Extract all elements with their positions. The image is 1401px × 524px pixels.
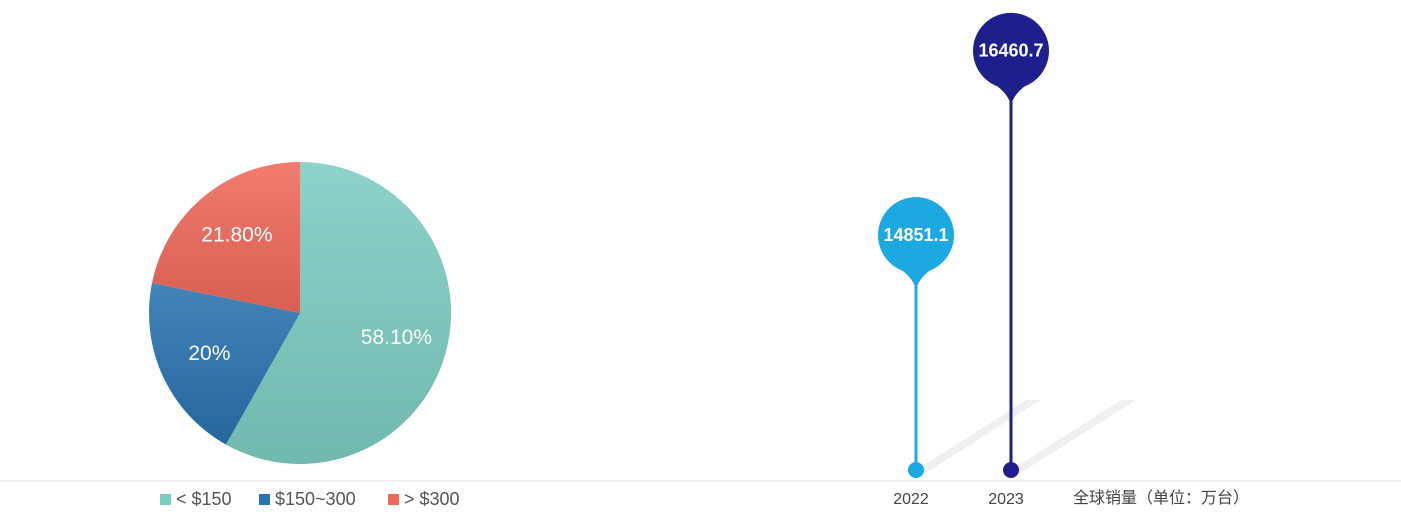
pie-slice-shade bbox=[152, 162, 300, 313]
stem-dot bbox=[908, 462, 924, 478]
bubble bbox=[973, 12, 1049, 89]
legend-swatch bbox=[160, 494, 171, 505]
bubble bbox=[878, 197, 954, 274]
value-label: 14851.1 bbox=[883, 225, 948, 245]
legend-label: $150~300 bbox=[275, 489, 356, 509]
pie-slice-shade bbox=[225, 162, 452, 464]
x-tick-label: 2023 bbox=[988, 491, 1024, 508]
value-label: 16460.7 bbox=[978, 41, 1043, 61]
legend-label: < $150 bbox=[176, 489, 232, 509]
pie-slice-shade bbox=[148, 283, 300, 445]
x-axis-label: 全球销量（单位：万台） bbox=[1073, 489, 1249, 507]
slice-label: 20% bbox=[188, 342, 230, 365]
shadow bbox=[1011, 400, 1136, 474]
x-tick-label: 2022 bbox=[893, 491, 929, 508]
slice-label: 58.10% bbox=[361, 326, 432, 349]
slice-label: 21.80% bbox=[201, 223, 272, 246]
legend-swatch bbox=[388, 494, 399, 505]
legend-label: > $300 bbox=[404, 489, 460, 509]
legend-swatch bbox=[259, 494, 270, 505]
stem-dot bbox=[1003, 462, 1019, 478]
